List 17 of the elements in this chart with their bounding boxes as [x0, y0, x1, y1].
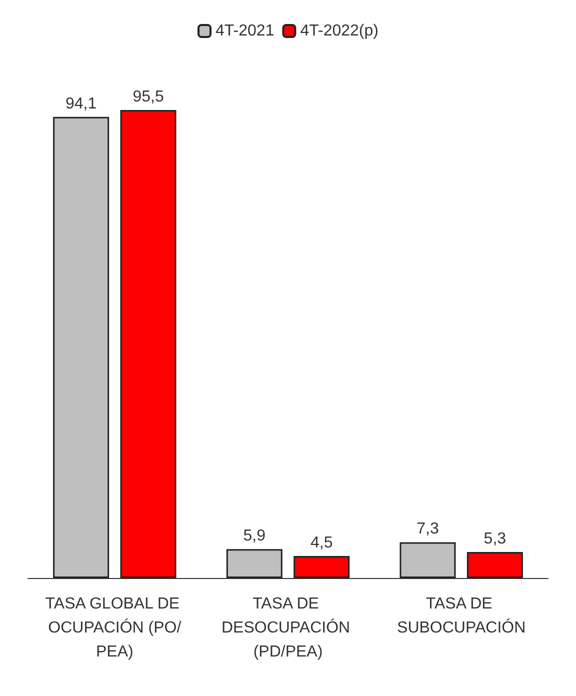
data-label: 4,5: [310, 534, 333, 552]
bar: [466, 552, 523, 578]
bar: [294, 556, 350, 578]
legend-label: 4T-2021: [216, 22, 274, 40]
data-label: 95,5: [132, 88, 164, 106]
bar: [120, 110, 176, 578]
bar: [226, 549, 282, 578]
data-label: 94,1: [65, 95, 97, 112]
x-tick-label: TASA DE SUBOCUPACIÓN: [397, 596, 526, 636]
data-label: 5,3: [484, 530, 506, 548]
bar: [53, 116, 110, 578]
data-label: 7,3: [416, 520, 439, 538]
bar: [400, 542, 456, 578]
x-tick-label: TASA DE DESOCUPACIÓN (PD/PEA): [221, 596, 355, 660]
data-label: 5,9: [243, 528, 266, 545]
legend-label: 4T-2022(p): [300, 22, 378, 40]
x-tick-label: TASA GLOBAL DE OCUPACIÓN (PO/PEA): [45, 596, 184, 660]
